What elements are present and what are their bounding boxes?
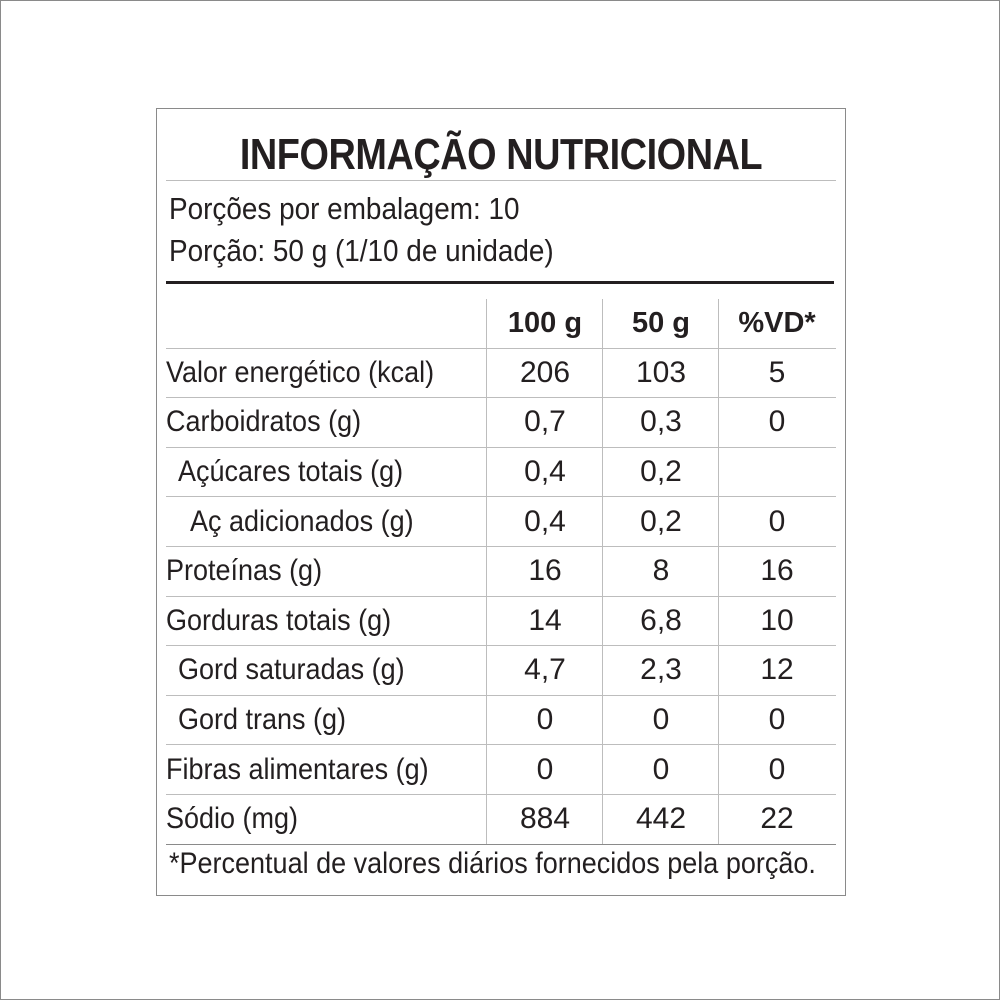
nutrient-label: Sódio (mg)	[166, 802, 299, 836]
value-per-serving: 0,2	[602, 497, 719, 546]
value-daily-value: 0	[718, 745, 835, 794]
value-daily-value: 5	[718, 348, 835, 398]
value-per-100g: 0	[486, 695, 603, 745]
table-row: Fibras alimentares (g) 0 0 0	[166, 745, 836, 795]
serving-size: Porção: 50 g (1/10 de unidade)	[169, 233, 554, 268]
value-daily-value: 0	[718, 398, 835, 447]
table-header-row: 100 g 50 g %VD*	[166, 299, 836, 349]
value-per-100g: 4,7	[486, 646, 603, 695]
value-per-100g: 0,4	[486, 447, 603, 497]
header-blank	[166, 299, 486, 348]
table-row: Açúcares totais (g) 0,4 0,2	[166, 447, 836, 498]
value-per-100g: 0,7	[486, 398, 603, 447]
value-per-serving: 0	[602, 695, 719, 745]
value-per-100g: 14	[486, 596, 603, 646]
nutrient-label: Gord saturadas (g)	[178, 653, 405, 687]
table-row: Gorduras totais (g) 14 6,8 10	[166, 596, 836, 647]
value-per-serving: 0	[602, 745, 719, 794]
table-row: Proteínas (g) 16 8 16	[166, 546, 836, 597]
thick-divider	[166, 281, 834, 284]
table-row: Gord saturadas (g) 4,7 2,3 12	[166, 646, 836, 696]
value-per-serving: 0,3	[602, 398, 719, 447]
value-per-100g: 206	[486, 348, 603, 398]
value-per-100g: 0,4	[486, 497, 603, 546]
table-row: Valor energético (kcal) 206 103 5	[166, 348, 836, 399]
footnote: *Percentual de valores diários fornecido…	[169, 847, 816, 880]
value-daily-value: 22	[718, 794, 835, 844]
nutrient-label: Gord trans (g)	[178, 703, 347, 737]
header-per-serving: 50 g	[602, 299, 719, 348]
nutrient-label: Açúcares totais (g)	[178, 455, 404, 489]
servings-per-package: Porções por embalagem: 10	[169, 191, 520, 226]
nutrition-table: 100 g 50 g %VD* Valor energético (kcal) …	[166, 299, 836, 845]
divider	[166, 180, 836, 181]
nutrient-label: Gorduras totais (g)	[166, 603, 392, 637]
value-per-serving: 103	[602, 348, 719, 398]
table-row: Carboidratos (g) 0,7 0,3 0	[166, 398, 836, 448]
value-daily-value: 10	[718, 596, 835, 646]
header-daily-value: %VD*	[718, 299, 835, 348]
value-daily-value	[718, 447, 835, 497]
nutrient-label: Proteínas (g)	[166, 554, 323, 588]
header-per-100g: 100 g	[486, 299, 603, 348]
value-per-100g: 16	[486, 546, 603, 596]
value-daily-value: 12	[718, 646, 835, 695]
table-row: Sódio (mg) 884 442 22	[166, 794, 836, 845]
value-daily-value: 0	[718, 497, 835, 546]
table-row: Aç adicionados (g) 0,4 0,2 0	[166, 497, 836, 547]
value-daily-value: 0	[718, 695, 835, 745]
nutrient-label: Valor energético (kcal)	[166, 355, 435, 389]
nutrition-facts-label: INFORMAÇÃO NUTRICIONAL Porções por embal…	[156, 108, 846, 896]
value-per-serving: 0,2	[602, 447, 719, 497]
value-per-100g: 0	[486, 745, 603, 794]
nutrient-label: Carboidratos (g)	[166, 405, 362, 439]
value-per-serving: 2,3	[602, 646, 719, 695]
nutrient-label: Fibras alimentares (g)	[166, 752, 429, 786]
value-per-100g: 884	[486, 794, 603, 844]
value-daily-value: 16	[718, 546, 835, 596]
value-per-serving: 8	[602, 546, 719, 596]
label-title: INFORMAÇÃO NUTRICIONAL	[239, 130, 763, 179]
nutrient-label: Aç adicionados (g)	[190, 504, 414, 538]
table-row: Gord trans (g) 0 0 0	[166, 695, 836, 746]
value-per-serving: 442	[602, 794, 719, 844]
value-per-serving: 6,8	[602, 596, 719, 646]
